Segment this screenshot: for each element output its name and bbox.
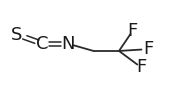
- Text: C: C: [36, 35, 49, 53]
- Text: S: S: [11, 26, 23, 44]
- Text: F: F: [136, 58, 146, 76]
- Text: N: N: [61, 35, 75, 53]
- Text: F: F: [128, 22, 138, 40]
- Text: F: F: [143, 40, 153, 58]
